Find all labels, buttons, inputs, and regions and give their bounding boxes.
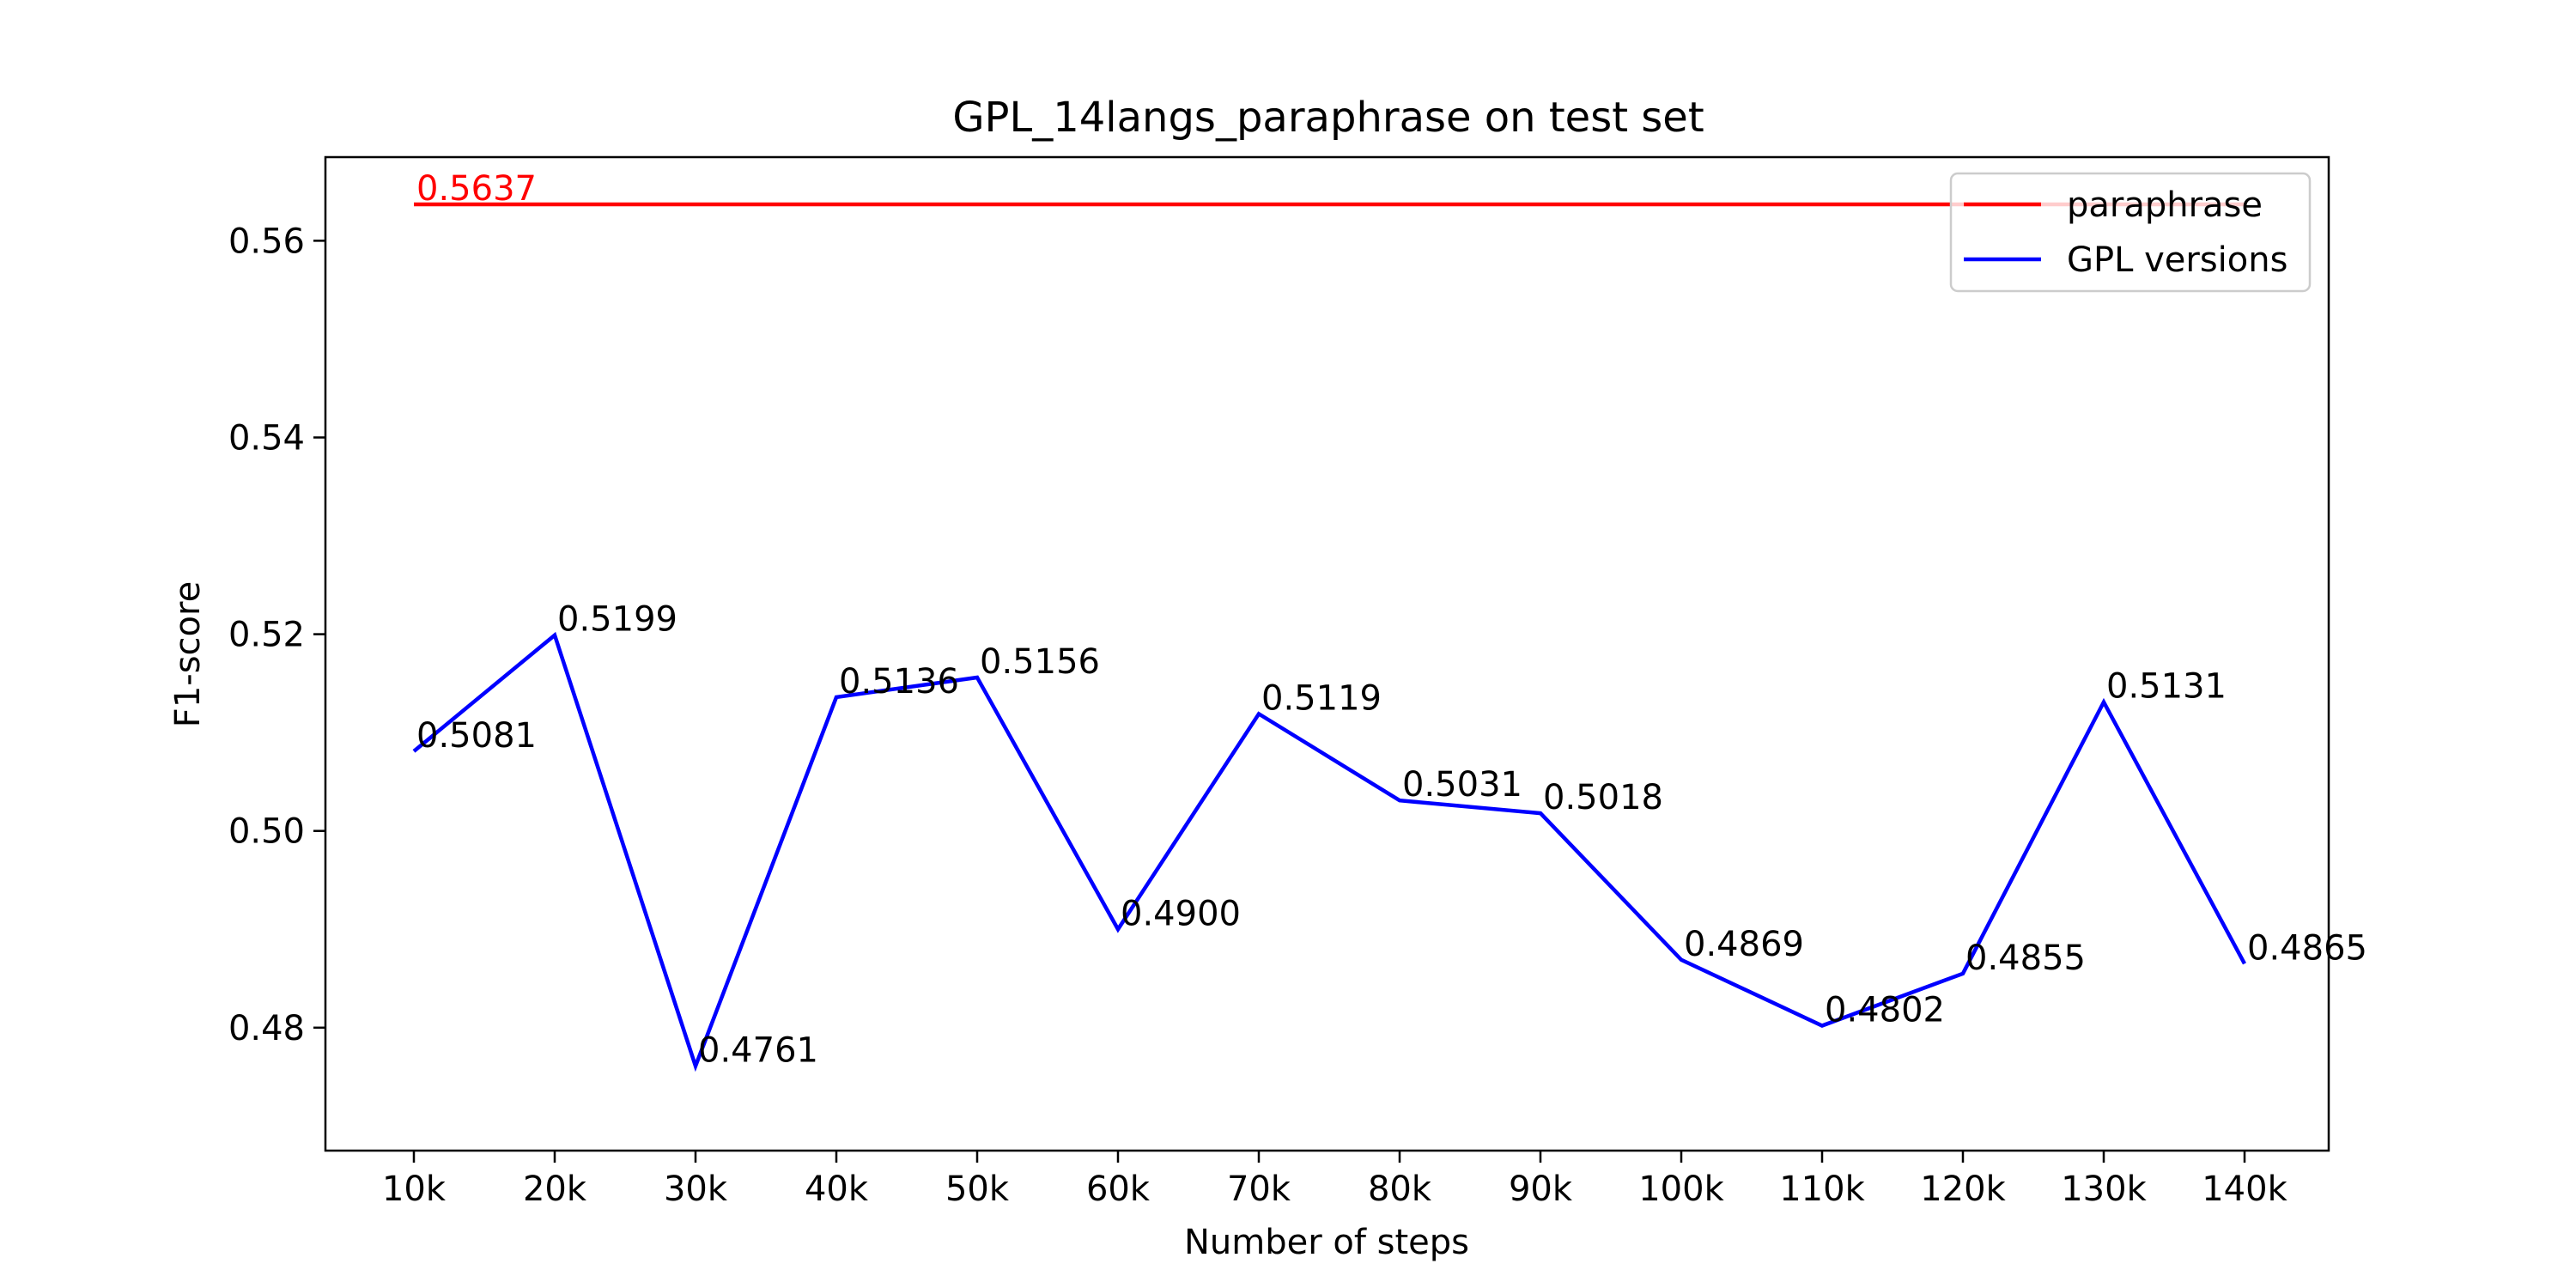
x-tick-label: 50k <box>945 1170 1010 1209</box>
data-label-gpl-versions: 0.4802 <box>1825 991 1945 1030</box>
data-label-gpl-versions: 0.4761 <box>698 1030 818 1070</box>
x-tick-label: 10k <box>382 1170 447 1209</box>
y-tick-label: 0.48 <box>228 1009 305 1048</box>
x-tick-label: 120k <box>1920 1170 2006 1209</box>
x-axis-label: Number of steps <box>1184 1223 1469 1262</box>
y-tick-label: 0.56 <box>228 222 305 261</box>
x-tick-label: 30k <box>664 1170 728 1209</box>
x-tick-label: 130k <box>2061 1170 2147 1209</box>
plot-marks: 0.5637 0.5081 0.5199 0.4761 0.5136 0.5156 0.49… <box>412 169 2367 1072</box>
legend-item-gpl-versions-label: GPL versions <box>2067 240 2287 280</box>
x-tick-label: 20k <box>523 1170 587 1209</box>
x-axis: 10k 20k 30k 40k 50k 60k 70k 80k 90k 100k 110k 120k 1… <box>382 1151 2288 1209</box>
data-label-gpl-versions: 0.4855 <box>1965 939 2086 978</box>
data-label-gpl-versions: 0.5081 <box>416 716 537 756</box>
x-tick-label: 40k <box>805 1170 869 1209</box>
data-label-gpl-versions: 0.5136 <box>839 662 959 702</box>
x-tick-label: 60k <box>1086 1170 1151 1209</box>
chart-title: GPL_14langs_paraphrase on test set <box>952 94 1704 142</box>
legend-item-paraphrase-label: paraphrase <box>2067 185 2263 225</box>
y-tick-label: 0.54 <box>228 418 305 458</box>
data-label-gpl-versions: 0.5119 <box>1261 678 1382 718</box>
x-tick-label: 70k <box>1227 1170 1291 1209</box>
data-label-gpl-versions: 0.5131 <box>2106 667 2227 707</box>
x-tick-label: 100k <box>1638 1170 1724 1209</box>
plot-frame <box>324 155 2330 1152</box>
y-tick-label: 0.50 <box>228 812 305 852</box>
y-axis: 0.48 0.50 0.52 0.54 0.56 <box>228 222 325 1048</box>
y-axis-label: F1-score <box>168 581 208 727</box>
x-tick-label: 140k <box>2202 1170 2287 1209</box>
x-tick-label: 110k <box>1779 1170 1865 1209</box>
data-label-gpl-versions: 0.5018 <box>1543 778 1663 817</box>
data-label-gpl-versions: 0.5031 <box>1402 765 1522 805</box>
data-label-gpl-versions: 0.4865 <box>2247 928 2367 968</box>
x-tick-label: 80k <box>1368 1170 1432 1209</box>
data-label-gpl-versions: 0.5199 <box>557 600 677 640</box>
series-line-gpl-versions <box>412 631 2246 1072</box>
x-tick-label: 90k <box>1509 1170 1573 1209</box>
y-tick-label: 0.52 <box>228 616 305 655</box>
data-label-gpl-versions: 0.4869 <box>1684 925 1804 964</box>
data-label-paraphrase: 0.5637 <box>416 169 537 209</box>
data-label-gpl-versions: 0.5156 <box>980 642 1100 682</box>
data-label-gpl-versions: 0.4900 <box>1121 894 1241 933</box>
legend: paraphrase GPL versions <box>1949 172 2312 293</box>
